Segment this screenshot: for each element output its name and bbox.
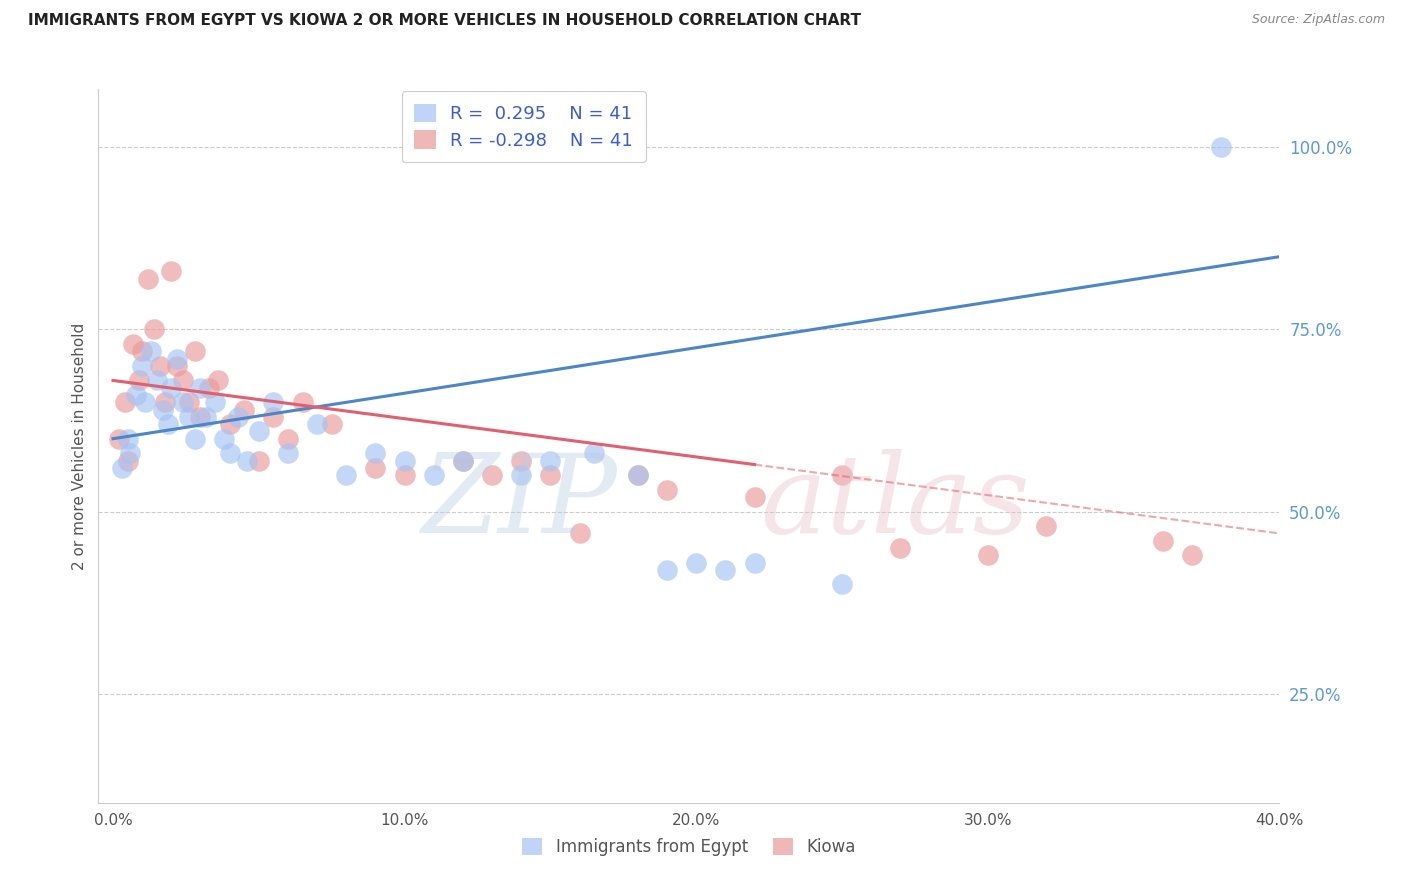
Point	[538, 468, 561, 483]
Point	[538, 453, 561, 467]
Point	[685, 556, 707, 570]
Point	[142, 322, 165, 336]
Point	[166, 351, 188, 366]
Point	[321, 417, 343, 432]
Point	[172, 395, 194, 409]
Point	[157, 417, 180, 432]
Point	[510, 468, 533, 483]
Text: Source: ZipAtlas.com: Source: ZipAtlas.com	[1251, 13, 1385, 27]
Point	[166, 359, 188, 373]
Point	[262, 409, 284, 424]
Point	[451, 453, 474, 467]
Point	[228, 409, 250, 424]
Point	[125, 388, 148, 402]
Point	[394, 453, 416, 467]
Point	[977, 548, 1000, 562]
Point	[136, 271, 159, 285]
Point	[307, 417, 329, 432]
Point	[714, 563, 737, 577]
Point	[204, 395, 226, 409]
Point	[364, 446, 387, 460]
Point	[1152, 533, 1174, 548]
Point	[1035, 519, 1057, 533]
Point	[233, 402, 256, 417]
Point	[117, 432, 139, 446]
Point	[190, 381, 212, 395]
Point	[114, 395, 136, 409]
Point	[120, 446, 142, 460]
Point	[212, 432, 235, 446]
Text: ZIP: ZIP	[422, 450, 619, 557]
Point	[218, 446, 240, 460]
Point	[160, 264, 183, 278]
Point	[291, 395, 314, 409]
Point	[177, 409, 200, 424]
Point	[134, 395, 156, 409]
Point	[1181, 548, 1204, 562]
Point	[218, 417, 240, 432]
Point	[131, 359, 153, 373]
Point	[198, 381, 221, 395]
Point	[889, 541, 911, 555]
Point	[394, 468, 416, 483]
Point	[831, 577, 853, 591]
Point	[481, 468, 503, 483]
Point	[207, 374, 229, 388]
Point	[510, 453, 533, 467]
Point	[262, 395, 284, 409]
Point	[117, 453, 139, 467]
Point	[655, 483, 678, 497]
Point	[145, 374, 167, 388]
Point	[183, 344, 205, 359]
Point	[335, 468, 357, 483]
Text: atlas: atlas	[759, 450, 1029, 557]
Point	[111, 460, 134, 475]
Point	[277, 432, 299, 446]
Point	[155, 395, 177, 409]
Point	[247, 425, 270, 439]
Point	[568, 526, 591, 541]
Point	[364, 460, 387, 475]
Point	[277, 446, 299, 460]
Point	[152, 402, 174, 417]
Point	[131, 344, 153, 359]
Point	[195, 409, 218, 424]
Point	[177, 395, 200, 409]
Point	[139, 344, 162, 359]
Y-axis label: 2 or more Vehicles in Household: 2 or more Vehicles in Household	[72, 322, 87, 570]
Point	[160, 381, 183, 395]
Point	[149, 359, 172, 373]
Point	[627, 468, 650, 483]
Point	[831, 468, 853, 483]
Point	[583, 446, 606, 460]
Legend: Immigrants from Egypt, Kiowa: Immigrants from Egypt, Kiowa	[512, 828, 866, 866]
Point	[1211, 140, 1233, 154]
Point	[451, 453, 474, 467]
Point	[627, 468, 650, 483]
Point	[108, 432, 131, 446]
Point	[190, 409, 212, 424]
Point	[172, 374, 194, 388]
Point	[128, 374, 150, 388]
Point	[247, 453, 270, 467]
Point	[423, 468, 446, 483]
Point	[744, 556, 766, 570]
Point	[744, 490, 766, 504]
Text: IMMIGRANTS FROM EGYPT VS KIOWA 2 OR MORE VEHICLES IN HOUSEHOLD CORRELATION CHART: IMMIGRANTS FROM EGYPT VS KIOWA 2 OR MORE…	[28, 13, 860, 29]
Point	[655, 563, 678, 577]
Point	[236, 453, 259, 467]
Point	[122, 337, 145, 351]
Point	[183, 432, 205, 446]
